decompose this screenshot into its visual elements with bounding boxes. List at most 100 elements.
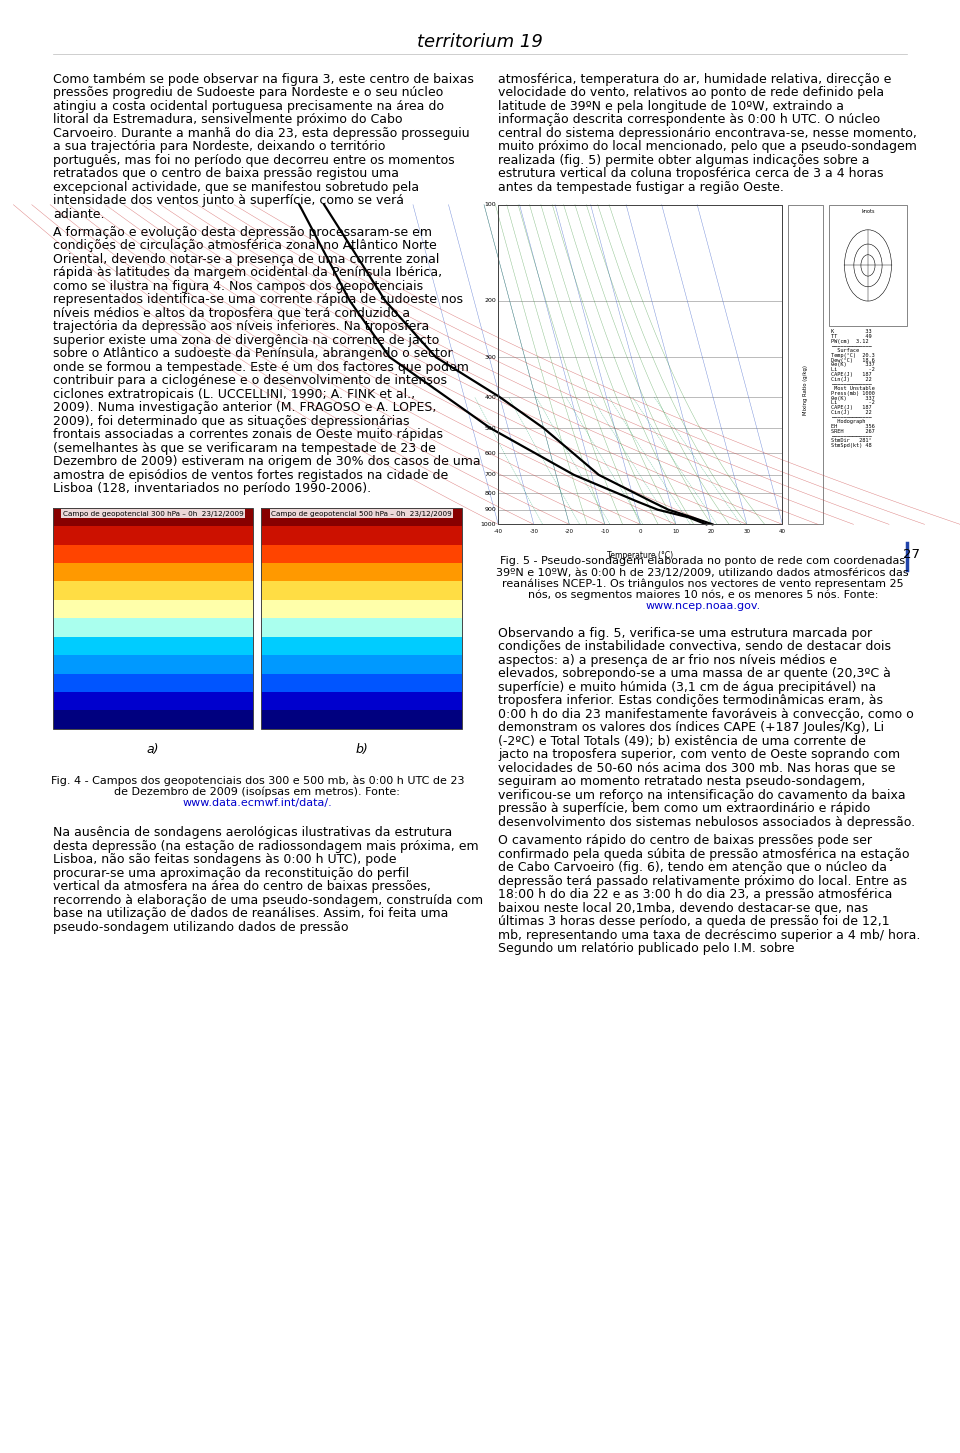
Text: 300: 300 (485, 355, 496, 360)
Text: Carvoeiro. Durante a manhã do dia 23, esta depressão prosseguiu: Carvoeiro. Durante a manhã do dia 23, es… (53, 126, 469, 139)
Bar (53, 526, 253, 545)
Text: elevados, sobrepondo-se a uma massa de ar quente (20,3ºC à: elevados, sobrepondo-se a uma massa de a… (498, 667, 891, 680)
Text: Temperature (°C): Temperature (°C) (608, 551, 673, 559)
Text: 1000: 1000 (481, 522, 496, 527)
Text: θe(K)      337: θe(K) 337 (830, 362, 875, 368)
Text: -30: -30 (529, 529, 539, 533)
Text: antes da tempestade fustigar a região Oeste.: antes da tempestade fustigar a região Oe… (498, 180, 784, 193)
Bar (498, 205, 782, 525)
Text: pseudo-sondagem utilizando dados de pressão: pseudo-sondagem utilizando dados de pres… (53, 921, 348, 934)
Text: knots: knots (861, 209, 875, 214)
Text: últimas 3 horas desse período, a queda de pressão foi de 12,1: últimas 3 horas desse período, a queda d… (498, 915, 890, 928)
Text: atingiu a costa ocidental portuguesa precisamente na área do: atingiu a costa ocidental portuguesa pre… (53, 100, 444, 113)
Text: TT         49: TT 49 (830, 334, 872, 339)
Bar (261, 655, 462, 674)
Text: português, mas foi no período que decorreu entre os momentos: português, mas foi no período que decorr… (53, 154, 454, 167)
Text: 700: 700 (485, 472, 496, 478)
Text: recorrendo à elaboração de uma pseudo-sondagem, construída com: recorrendo à elaboração de uma pseudo-so… (53, 894, 483, 907)
Text: velocidade do vento, relativos ao ponto de rede definido pela: velocidade do vento, relativos ao ponto … (498, 86, 884, 99)
Text: amostra de episódios de ventos fortes registados na cidade de: amostra de episódios de ventos fortes re… (53, 469, 448, 482)
Text: sobre o Atlântico a sudoeste da Península, abrangendo o sector: sobre o Atlântico a sudoeste da Penínsul… (53, 347, 452, 360)
Bar (53, 509, 253, 729)
Text: procurar-se uma aproximação da reconstituição do perfil: procurar-se uma aproximação da reconstit… (53, 867, 409, 879)
Text: 40: 40 (779, 529, 786, 533)
Text: ─────────────: ───────────── (830, 343, 872, 349)
Text: 18:00 h do dia 22 e as 3:00 h do dia 23, a pressão atmosférica: 18:00 h do dia 22 e as 3:00 h do dia 23,… (498, 888, 893, 901)
Text: Segundo um relatório publicado pelo I.M. sobre: Segundo um relatório publicado pelo I.M.… (498, 942, 795, 955)
Text: 2009). Numa investigação anterior (M. FRAGOSO e A. LOPES,: 2009). Numa investigação anterior (M. FR… (53, 401, 436, 414)
Text: adiante.: adiante. (53, 208, 105, 221)
Text: frontais associadas a correntes zonais de Oeste muito rápidas: frontais associadas a correntes zonais d… (53, 429, 443, 442)
Text: CAPE(J)   187: CAPE(J) 187 (830, 405, 872, 410)
Text: confirmado pela queda súbita de pressão atmosférica na estação: confirmado pela queda súbita de pressão … (498, 847, 910, 860)
Text: O cavamento rápido do centro de baixas pressões pode ser: O cavamento rápido do centro de baixas p… (498, 834, 873, 847)
Bar (261, 509, 462, 729)
Text: latitude de 39ºN e pela longitude de 10ºW, extraindo a: latitude de 39ºN e pela longitude de 10º… (498, 100, 844, 113)
Text: PW(cm)  3.12: PW(cm) 3.12 (830, 339, 868, 343)
Text: 800: 800 (485, 491, 496, 495)
Bar (53, 711, 253, 729)
Text: estrutura vertical da coluna troposférica cerca de 3 a 4 horas: estrutura vertical da coluna troposféric… (498, 167, 884, 180)
Bar (788, 205, 823, 525)
Text: (semelhantes às que se verificaram na tempestade de 23 de: (semelhantes às que se verificaram na te… (53, 442, 436, 455)
Text: 0: 0 (638, 529, 642, 533)
Text: jacto na troposfera superior, com vento de Oeste soprando com: jacto na troposfera superior, com vento … (498, 748, 900, 761)
Text: EH         356: EH 356 (830, 424, 875, 429)
Text: realizada (fig. 5) permite obter algumas indicações sobre a: realizada (fig. 5) permite obter algumas… (498, 154, 870, 167)
Text: base na utilização de dados de reanálises. Assim, foi feita uma: base na utilização de dados de reanálise… (53, 907, 448, 920)
Text: intensidade dos ventos junto à superfície, como se verá: intensidade dos ventos junto à superfíci… (53, 195, 404, 208)
Text: -20: -20 (564, 529, 574, 533)
Text: troposfera inferior. Estas condições termodinâmicas eram, às: troposfera inferior. Estas condições ter… (498, 695, 883, 708)
Text: www.data.ecmwf.int/data/.: www.data.ecmwf.int/data/. (182, 798, 332, 808)
Text: trajectória da depressão aos níveis inferiores. Na troposfera: trajectória da depressão aos níveis infe… (53, 320, 429, 333)
Bar (261, 545, 462, 564)
Text: representados identifica-se uma corrente rápida de sudoeste nos: representados identifica-se uma corrente… (53, 294, 463, 307)
Text: Na ausência de sondagens aerológicas ilustrativas da estrutura: Na ausência de sondagens aerológicas ilu… (53, 827, 452, 840)
Bar (53, 564, 253, 581)
Text: rápida às latitudes da margem ocidental da Península Ibérica,: rápida às latitudes da margem ocidental … (53, 266, 442, 279)
Text: 200: 200 (485, 298, 496, 304)
Text: territorium 19: territorium 19 (417, 33, 543, 51)
Text: Dezembro de 2009) estiveram na origem de 30% dos casos de uma: Dezembro de 2009) estiveram na origem de… (53, 455, 480, 468)
Text: Campo de geopotencial 300 hPa – 0h  23/12/2009: Campo de geopotencial 300 hPa – 0h 23/12… (62, 511, 244, 517)
Bar (53, 545, 253, 564)
Text: superior existe uma zona de divergência na corrente de jacto: superior existe uma zona de divergência … (53, 334, 439, 347)
Text: Fig. 5 - Pseudo-sondagem elaborada no ponto de rede com coordenadas: Fig. 5 - Pseudo-sondagem elaborada no po… (500, 556, 905, 567)
Text: de Cabo Carvoeiro (fig. 6), tendo em atenção que o núcleo da: de Cabo Carvoeiro (fig. 6), tendo em ate… (498, 862, 887, 875)
Text: litoral da Estremadura, sensivelmente próximo do Cabo: litoral da Estremadura, sensivelmente pr… (53, 113, 402, 126)
Text: CAPE(J)   187: CAPE(J) 187 (830, 372, 872, 376)
Text: Temp(°C)  20.3: Temp(°C) 20.3 (830, 353, 875, 357)
Bar (53, 636, 253, 655)
Bar (261, 526, 462, 545)
Text: muito próximo do local mencionado, pelo que a pseudo-sondagem: muito próximo do local mencionado, pelo … (498, 139, 917, 153)
Text: ─────────────: ───────────── (830, 381, 872, 386)
Text: Dew(°C)   18.6: Dew(°C) 18.6 (830, 357, 875, 363)
Text: seguiram ao momento retratado nesta pseudo-sondagem,: seguiram ao momento retratado nesta pseu… (498, 776, 866, 789)
Text: mb, representando uma taxa de decréscimo superior a 4 mb/ hora.: mb, representando uma taxa de decréscimo… (498, 928, 921, 942)
Text: nós, os segmentos maiores 10 nós, e os menores 5 nós. Fonte:: nós, os segmentos maiores 10 nós, e os m… (528, 590, 877, 600)
Text: SREH       267: SREH 267 (830, 429, 875, 434)
Text: 39ºN e 10ºW, às 0:00 h de 23/12/2009, utilizando dados atmosféricos das: 39ºN e 10ºW, às 0:00 h de 23/12/2009, ut… (496, 568, 909, 577)
Text: verificou-se um reforço na intensificação do cavamento da baixa: verificou-se um reforço na intensificaçã… (498, 789, 906, 802)
Text: b): b) (355, 744, 368, 756)
Text: 900: 900 (485, 507, 496, 513)
Text: velocidades de 50-60 nós acima dos 300 mb. Nas horas que se: velocidades de 50-60 nós acima dos 300 m… (498, 761, 896, 774)
Text: Li          -2: Li -2 (830, 401, 875, 405)
Text: -40: -40 (493, 529, 503, 533)
Text: aspectos: a) a presença de ar frio nos níveis médios e: aspectos: a) a presença de ar frio nos n… (498, 654, 837, 667)
Text: desta depressão (na estação de radiossondagem mais próxima, em: desta depressão (na estação de radiosson… (53, 840, 478, 853)
Text: StmDir   281°: StmDir 281° (830, 439, 872, 443)
Bar (261, 509, 462, 526)
Text: Fig. 4 - Campos dos geopotenciais dos 300 e 500 mb, às 0:00 h UTC de 23: Fig. 4 - Campos dos geopotenciais dos 30… (51, 776, 464, 786)
Text: Most Unstable: Most Unstable (830, 386, 875, 391)
Text: pressões progrediu de Sudoeste para Nordeste e o seu núcleo: pressões progrediu de Sudoeste para Nord… (53, 86, 444, 99)
Text: contribuir para a ciclogénese e o desenvolvimento de intensos: contribuir para a ciclogénese e o desenv… (53, 375, 446, 388)
Bar (53, 600, 253, 619)
Text: Surface: Surface (830, 349, 859, 353)
Bar (53, 655, 253, 674)
Text: excepcional actividade, que se manifestou sobretudo pela: excepcional actividade, que se manifesto… (53, 180, 419, 193)
Text: Cin(J)     22: Cin(J) 22 (830, 376, 872, 382)
Text: pressão à superfície, bem como um extraordinário e rápido: pressão à superfície, bem como um extrao… (498, 802, 871, 815)
Text: ─────────────: ───────────── (830, 414, 872, 420)
Text: a): a) (147, 744, 159, 756)
